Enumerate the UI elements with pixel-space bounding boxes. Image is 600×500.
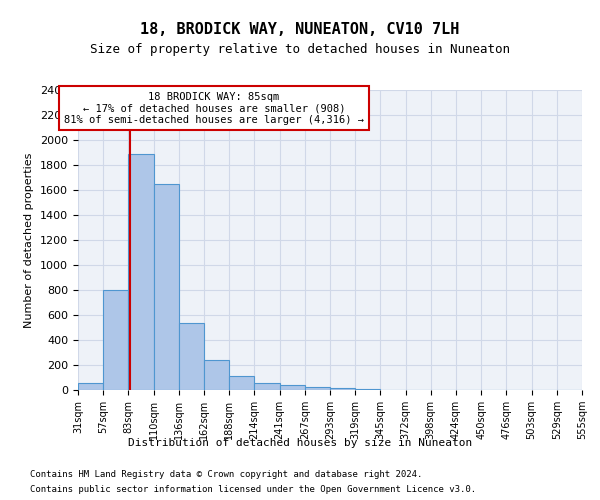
Bar [330, 388, 355, 390]
Text: 18 BRODICK WAY: 85sqm
← 17% of detached houses are smaller (908)
81% of semi-det: 18 BRODICK WAY: 85sqm ← 17% of detached … [64, 92, 364, 124]
Bar [355, 389, 380, 390]
Text: Size of property relative to detached houses in Nuneaton: Size of property relative to detached ho… [90, 42, 510, 56]
Bar [305, 387, 330, 390]
Bar [103, 290, 128, 390]
Text: Contains HM Land Registry data © Crown copyright and database right 2024.: Contains HM Land Registry data © Crown c… [30, 470, 422, 479]
Text: Contains public sector information licensed under the Open Government Licence v3: Contains public sector information licen… [30, 485, 476, 494]
Bar [78, 383, 103, 390]
Text: 18, BRODICK WAY, NUNEATON, CV10 7LH: 18, BRODICK WAY, NUNEATON, CV10 7LH [140, 22, 460, 38]
Bar [179, 323, 204, 390]
Bar [280, 385, 305, 390]
Text: Distribution of detached houses by size in Nuneaton: Distribution of detached houses by size … [128, 438, 472, 448]
Bar [204, 360, 229, 390]
Bar [128, 154, 154, 390]
Bar [254, 383, 280, 390]
Bar [229, 376, 254, 390]
Bar [154, 184, 179, 390]
Y-axis label: Number of detached properties: Number of detached properties [25, 152, 34, 328]
